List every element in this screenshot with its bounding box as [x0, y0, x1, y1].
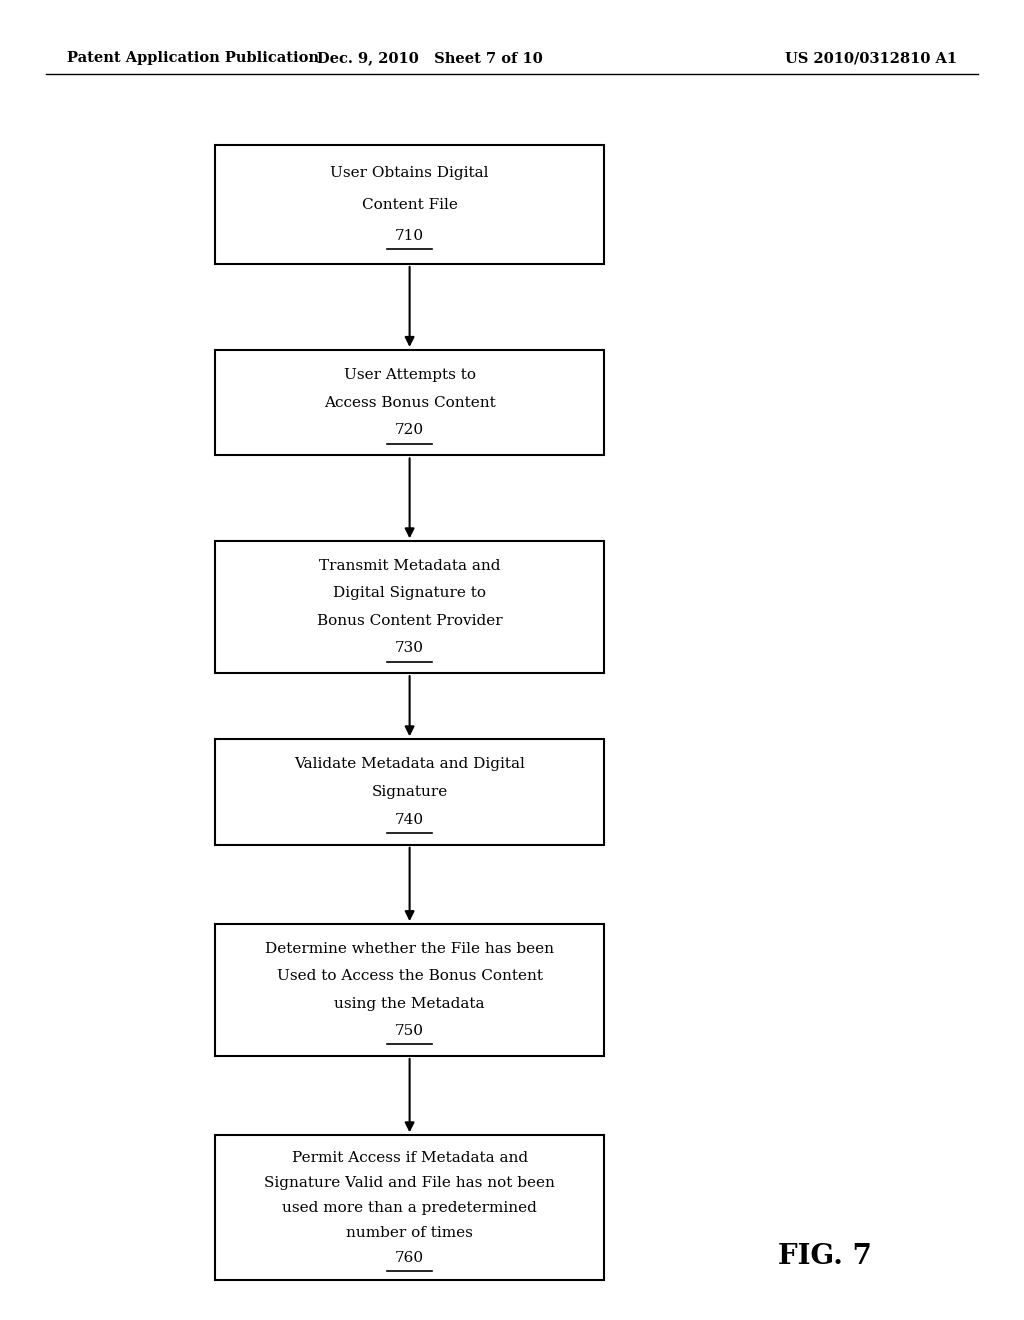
- Bar: [215, 1135, 604, 1280]
- Text: 720: 720: [395, 424, 424, 437]
- Text: Used to Access the Bonus Content: Used to Access the Bonus Content: [276, 969, 543, 983]
- Bar: [215, 924, 604, 1056]
- Text: User Obtains Digital: User Obtains Digital: [331, 166, 488, 181]
- Text: Access Bonus Content: Access Bonus Content: [324, 396, 496, 409]
- Bar: [215, 739, 604, 845]
- Text: Patent Application Publication: Patent Application Publication: [67, 51, 318, 65]
- Text: Transmit Metadata and: Transmit Metadata and: [318, 558, 501, 573]
- Text: 740: 740: [395, 813, 424, 826]
- Text: used more than a predetermined: used more than a predetermined: [283, 1201, 537, 1214]
- Text: Content File: Content File: [361, 198, 458, 211]
- Text: FIG. 7: FIG. 7: [778, 1243, 872, 1270]
- Text: Determine whether the File has been: Determine whether the File has been: [265, 941, 554, 956]
- Text: using the Metadata: using the Metadata: [335, 997, 484, 1011]
- Text: Permit Access if Metadata and: Permit Access if Metadata and: [292, 1151, 527, 1164]
- Text: US 2010/0312810 A1: US 2010/0312810 A1: [785, 51, 957, 65]
- Text: 750: 750: [395, 1024, 424, 1039]
- Text: Dec. 9, 2010   Sheet 7 of 10: Dec. 9, 2010 Sheet 7 of 10: [317, 51, 543, 65]
- Text: User Attempts to: User Attempts to: [344, 368, 475, 381]
- Text: Signature: Signature: [372, 785, 447, 799]
- Text: Validate Metadata and Digital: Validate Metadata and Digital: [294, 758, 525, 771]
- Text: 710: 710: [395, 228, 424, 243]
- Text: number of times: number of times: [346, 1226, 473, 1239]
- Text: 760: 760: [395, 1251, 424, 1265]
- Text: Bonus Content Provider: Bonus Content Provider: [316, 614, 503, 628]
- Bar: [215, 541, 604, 673]
- Text: Signature Valid and File has not been: Signature Valid and File has not been: [264, 1176, 555, 1189]
- Text: Digital Signature to: Digital Signature to: [333, 586, 486, 601]
- Text: 730: 730: [395, 642, 424, 656]
- Bar: [215, 145, 604, 264]
- Bar: [215, 350, 604, 455]
